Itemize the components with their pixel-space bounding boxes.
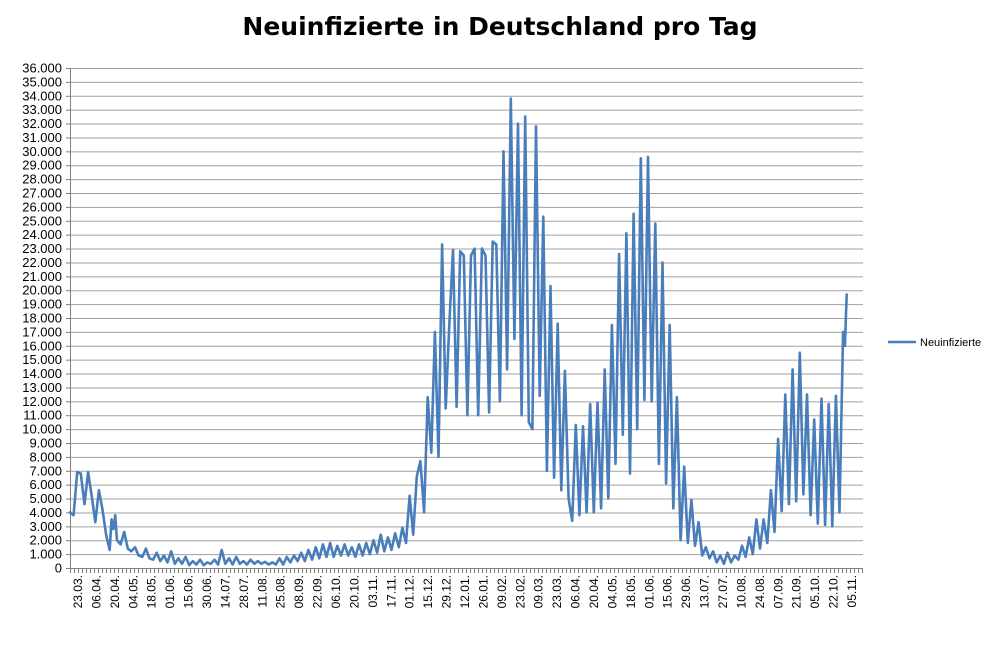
x-tick-label: 15.06.	[661, 575, 675, 608]
x-tick-label: 05.11.	[845, 575, 859, 607]
y-tick-label: 7.000	[29, 463, 62, 478]
x-tick-label: 23.03.	[550, 575, 564, 608]
y-tick-label: 21.000	[22, 269, 62, 284]
x-tick-label: 20.04.	[108, 575, 122, 608]
x-tick-label: 13.07.	[698, 575, 712, 608]
y-tick-label: 14.000	[22, 366, 62, 381]
x-tick-label: 05.10.	[808, 575, 822, 608]
legend: Neuinfizierte	[888, 337, 981, 349]
y-tick-label: 28.000	[22, 172, 62, 187]
y-tick-label: 8.000	[29, 449, 62, 464]
y-tick-label: 34.000	[22, 88, 62, 103]
x-tick-label: 22.10.	[827, 575, 841, 608]
x-tick-label: 01.06.	[642, 575, 656, 608]
chart-title: Neuinfizierte in Deutschland pro Tag	[242, 12, 758, 41]
y-tick-label: 27.000	[22, 186, 62, 201]
y-tick-label: 17.000	[22, 324, 62, 339]
x-tick-label: 04.05.	[126, 575, 140, 608]
x-tick-label: 14.07.	[218, 575, 232, 608]
x-tick-label: 17.11.	[384, 575, 398, 607]
x-tick-label: 20.10.	[347, 575, 361, 608]
y-tick-label: 18.000	[22, 311, 62, 326]
y-tick-label: 0	[55, 561, 62, 576]
x-tick-label: 10.08.	[734, 575, 748, 608]
x-tick-label: 28.07.	[237, 575, 251, 608]
legend-label: Neuinfizierte	[920, 337, 981, 349]
y-tick-label: 4.000	[29, 505, 62, 520]
x-axis-tick-labels: 23.03. 06.04. 20.04. 04.05. 18.05. 01.06. 15.0…	[71, 575, 859, 608]
y-tick-label: 5.000	[29, 491, 62, 506]
x-tick-label: 18.05.	[624, 575, 638, 608]
y-tick-label: 15.000	[22, 352, 62, 367]
y-tick-label: 22.000	[22, 255, 62, 270]
y-tick-label: 1.000	[29, 547, 62, 562]
y-tick-label: 23.000	[22, 241, 62, 256]
x-tick-label: 01.06.	[163, 575, 177, 608]
x-tick-label: 01.12.	[403, 575, 417, 608]
x-tick-label: 08.09.	[292, 575, 306, 608]
y-tick-label: 19.000	[22, 297, 62, 312]
y-tick-label: 13.000	[22, 380, 62, 395]
x-tick-label: 23.02.	[513, 575, 527, 608]
y-tick-label: 36.000	[22, 61, 62, 76]
x-tick-label: 25.08.	[274, 575, 288, 608]
x-tick-label: 03.11.	[366, 575, 380, 607]
x-tick-label: 11.08.	[255, 575, 269, 607]
x-tick-label: 04.05.	[605, 575, 619, 608]
y-axis-tick-labels: 01.0002.0003.0004.0005.0006.0007.0008.00…	[22, 61, 62, 576]
y-tick-label: 2.000	[29, 533, 62, 548]
x-tick-label: 27.07.	[716, 575, 730, 608]
y-tick-label: 3.000	[29, 519, 62, 534]
x-tick-label: 12.01.	[458, 575, 472, 608]
x-tick-label: 07.09.	[771, 575, 785, 608]
gridlines	[70, 68, 863, 569]
y-tick-label: 35.000	[22, 74, 62, 89]
x-tick-label: 15.06.	[182, 575, 196, 608]
y-tick-label: 9.000	[29, 436, 62, 451]
y-tick-label: 25.000	[22, 213, 62, 228]
x-tick-label: 15.12.	[421, 575, 435, 608]
y-tick-label: 11.000	[23, 408, 62, 423]
y-tick-label: 29.000	[22, 158, 62, 173]
y-tick-label: 16.000	[22, 338, 62, 353]
x-tick-label: 24.08.	[753, 575, 767, 608]
series-line-neuinfizierte	[68, 97, 848, 567]
axes	[66, 68, 863, 573]
x-tick-label: 23.03.	[71, 575, 85, 608]
series-lines	[68, 97, 848, 567]
y-tick-label: 32.000	[22, 116, 62, 131]
x-tick-label: 26.01.	[476, 575, 490, 608]
x-tick-label: 29.06.	[679, 575, 693, 608]
y-tick-label: 20.000	[22, 283, 62, 298]
y-tick-label: 6.000	[29, 477, 62, 492]
y-tick-label: 31.000	[22, 130, 62, 145]
x-tick-label: 06.04.	[569, 575, 583, 608]
y-tick-label: 33.000	[22, 102, 62, 117]
x-tick-label: 21.09.	[790, 575, 804, 608]
x-tick-label: 09.02.	[495, 575, 509, 608]
x-tick-label: 22.09.	[311, 575, 325, 608]
y-tick-label: 12.000	[22, 394, 62, 409]
x-tick-label: 18.05.	[145, 575, 159, 608]
x-tick-label: 06.10.	[329, 575, 343, 608]
x-tick-label: 09.03.	[532, 575, 546, 608]
x-tick-label: 29.12.	[440, 575, 454, 608]
x-tick-label: 06.04.	[89, 575, 103, 608]
x-tick-label: 20.04.	[587, 575, 601, 608]
y-tick-label: 26.000	[22, 199, 62, 214]
y-tick-label: 10.000	[22, 422, 62, 437]
y-tick-label: 30.000	[22, 144, 62, 159]
x-tick-label: 30.06.	[200, 575, 214, 608]
y-tick-label: 24.000	[22, 227, 62, 242]
